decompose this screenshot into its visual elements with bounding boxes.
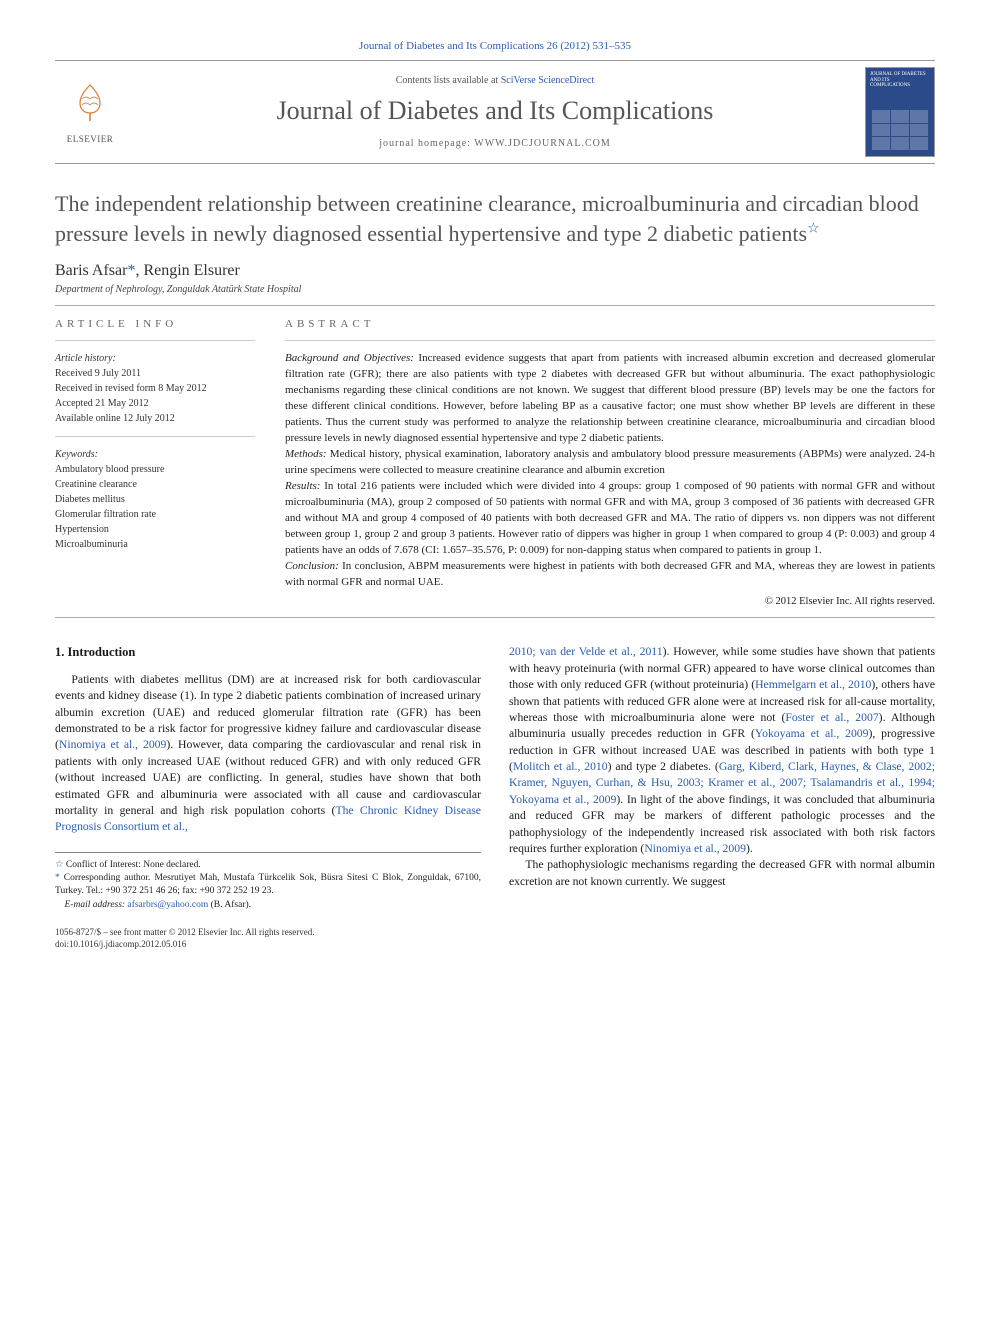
homepage-url[interactable]: WWW.JDCJOURNAL.COM [474,138,611,149]
body-paragraph: 2010; van der Velde et al., 2011). Howev… [509,644,935,857]
keyword: Glomerular filtration rate [55,507,255,522]
journal-name: Journal of Diabetes and Its Complication… [125,96,865,126]
citation-link[interactable]: Molitch et al., 2010 [513,760,608,773]
citation-link[interactable]: 2010; van der Velde et al., 2011 [509,645,663,658]
body-left-column: 1. Introduction Patients with diabetes m… [55,644,481,951]
article-history: Article history: Received 9 July 2011 Re… [55,351,255,426]
keywords-block: Keywords: Ambulatory blood pressure Crea… [55,447,255,552]
abstract-conclusion: In conclusion, ABPM measurements were hi… [285,560,935,588]
body-paragraph: Patients with diabetes mellitus (DM) are… [55,672,481,836]
abstract-text: Background and Objectives: Increased evi… [285,351,935,590]
elsevier-logo: ELSEVIER [55,72,125,152]
author-2: , Rengin Elsurer [135,262,239,279]
author-1: Baris Afsar [55,262,127,279]
homepage-prefix: journal homepage: [379,138,474,149]
affiliation: Department of Nephrology, Zonguldak Atat… [55,284,935,295]
article-info-heading: ARTICLE INFO [55,318,255,330]
history-label: Article history: [55,351,255,366]
paper-page: Journal of Diabetes and Its Complication… [0,0,990,981]
citation-link[interactable]: Hemmelgarn et al., 2010 [755,678,871,691]
info-abstract-row: ARTICLE INFO Article history: Received 9… [55,318,935,607]
body-paragraph: The pathophysiologic mechanisms regardin… [509,857,935,890]
journal-homepage: journal homepage: WWW.JDCJOURNAL.COM [125,138,865,149]
body-right-column: 2010; van der Velde et al., 2011). Howev… [509,644,935,951]
footnote-corresponding: * Corresponding author. Mesrutiyet Mah, … [55,872,481,899]
cover-title: JOURNAL OF DIABETES AND ITS COMPLICATION… [870,72,930,89]
footnotes: ☆ Conflict of Interest: None declared. *… [55,852,481,912]
article-info-column: ARTICLE INFO Article history: Received 9… [55,318,255,607]
keyword: Microalbuminuria [55,537,255,552]
abstract-background: Increased evidence suggests that apart f… [285,352,935,444]
journal-cover-thumbnail: JOURNAL OF DIABETES AND ITS COMPLICATION… [865,67,935,157]
history-accepted: Accepted 21 May 2012 [55,396,255,411]
abstract-methods: Medical history, physical examination, l… [285,448,935,476]
keyword: Creatinine clearance [55,477,255,492]
header-center: Contents lists available at SciVerse Sci… [125,75,865,149]
history-revised: Received in revised form 8 May 2012 [55,381,255,396]
abstract-column: ABSTRACT Background and Objectives: Incr… [285,318,935,607]
sciencedirect-link[interactable]: SciVerse ScienceDirect [501,75,595,86]
keyword: Diabetes mellitus [55,492,255,507]
elsevier-brand-text: ELSEVIER [67,134,114,144]
contents-prefix: Contents lists available at [396,75,501,86]
abstract-results-label: Results: [285,480,320,492]
abstract-background-label: Background and Objectives: [285,352,414,364]
email-link[interactable]: afsarbrs@yahoo.com [127,900,208,910]
elsevier-tree-icon [68,81,112,132]
journal-citation: Journal of Diabetes and Its Complication… [55,40,935,52]
doi-line: doi:10.1016/j.jdiacomp.2012.05.016 [55,938,481,951]
keywords-label: Keywords: [55,447,255,462]
cover-grid-icon [872,110,928,150]
article-title: The independent relationship between cre… [55,189,935,248]
citation-link[interactable]: Ninomiya et al., 2009 [644,842,746,855]
abstract-heading: ABSTRACT [285,318,935,330]
citation-link[interactable]: Yokoyama et al., 2009 [755,727,869,740]
citation-link[interactable]: Ninomiya et al., 2009 [59,738,166,751]
section-1-heading: 1. Introduction [55,644,481,662]
keyword: Ambulatory blood pressure [55,462,255,477]
contents-available-line: Contents lists available at SciVerse Sci… [125,75,865,86]
abstract-conclusion-label: Conclusion: [285,560,339,572]
title-text: The independent relationship between cre… [55,191,919,246]
abstract-methods-label: Methods: [285,448,327,460]
keyword: Hypertension [55,522,255,537]
title-footnote-star[interactable]: ☆ [807,221,820,236]
footnote-email: E-mail address: afsarbrs@yahoo.com (B. A… [55,899,481,912]
divider-top [55,305,935,306]
authors: Baris Afsar*, Rengin Elsurer [55,262,935,280]
issn-line: 1056-8727/$ – see front matter © 2012 El… [55,926,481,939]
bottom-meta: 1056-8727/$ – see front matter © 2012 El… [55,926,481,951]
citation-link[interactable]: Foster et al., 2007 [785,711,878,724]
body-columns: 1. Introduction Patients with diabetes m… [55,644,935,951]
divider-bottom [55,617,935,618]
journal-header: ELSEVIER Contents lists available at Sci… [55,60,935,164]
abstract-results: In total 216 patients were included whic… [285,480,935,556]
footnote-conflict: ☆ Conflict of Interest: None declared. [55,859,481,872]
abstract-copyright: © 2012 Elsevier Inc. All rights reserved… [285,596,935,607]
history-online: Available online 12 July 2012 [55,411,255,426]
footnote-star-icon: ☆ [55,860,64,870]
history-received: Received 9 July 2011 [55,366,255,381]
